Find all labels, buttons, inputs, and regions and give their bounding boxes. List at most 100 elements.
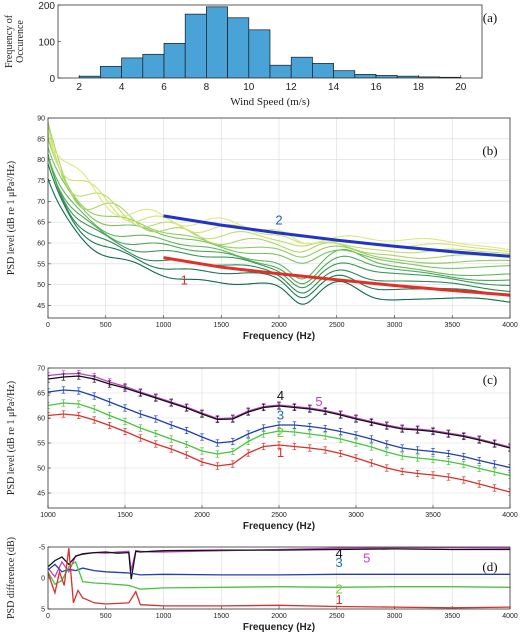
x-tick-label: 10 <box>243 82 255 93</box>
y-tick-label: 70 <box>37 366 45 373</box>
histogram-bar <box>333 70 356 78</box>
series-label-2: 2 <box>335 582 342 597</box>
series-label-1: 1 <box>181 273 188 288</box>
spectrum-line <box>48 155 510 294</box>
panel-label: (a) <box>483 10 497 25</box>
x-axis-label: Frequency (Hz) <box>243 331 315 342</box>
axes-frame <box>57 4 483 79</box>
y-tick-label: -5 <box>39 545 45 552</box>
y-tick-label: 85 <box>37 136 45 143</box>
x-tick-label: 3000 <box>387 613 403 620</box>
panel-label: (c) <box>483 372 497 387</box>
panel-label: (b) <box>482 143 497 158</box>
series-label-2: 2 <box>275 212 282 227</box>
y-tick-label: 5 <box>41 607 45 614</box>
series-label-3: 3 <box>277 408 284 423</box>
spectrum-line <box>48 155 510 280</box>
y-tick-label: 65 <box>37 391 45 398</box>
histogram-bar <box>163 42 186 78</box>
x-tick-label: 6 <box>161 82 167 93</box>
x-tick-label: 1000 <box>156 322 172 329</box>
spectrum-line <box>48 155 510 285</box>
x-tick-label: 0 <box>46 613 50 620</box>
histogram-bar <box>184 13 207 78</box>
series-line-1 <box>163 256 510 297</box>
spectrum-line <box>48 131 510 253</box>
x-tick-label: 1500 <box>213 322 229 329</box>
spectrum-line <box>48 122 510 259</box>
x-tick-label: 14 <box>328 82 340 93</box>
histogram-bar <box>142 53 165 78</box>
histogram-bar <box>290 56 313 78</box>
histogram-bar <box>206 6 228 78</box>
x-tick-label: 2000 <box>271 322 287 329</box>
panel-c: 1000 1500 2000 2500 3000 3500 4000455055606570… <box>6 366 518 533</box>
y-tick-label: 65 <box>37 220 45 227</box>
y-tick-label: 75 <box>37 178 45 185</box>
axes-frame <box>47 367 511 509</box>
y-tick-label: 200 <box>38 1 55 12</box>
spectrum-line <box>48 133 510 251</box>
x-tick-label: 2500 <box>329 322 345 329</box>
x-tick-label: 4 <box>119 82 125 93</box>
x-tick-label: 4000 <box>502 322 518 329</box>
series-label-2: 2 <box>277 425 284 440</box>
plot-area <box>78 6 462 78</box>
y-axis-label: PSD level (dB re 1 μPa²/Hz) <box>6 381 17 495</box>
series-line-4 <box>48 548 510 580</box>
x-tick-label: 1500 <box>213 613 229 620</box>
x-tick-label: 3500 <box>425 512 441 519</box>
x-tick-label: 2 <box>76 82 82 93</box>
y-tick-label: 0 <box>41 576 45 583</box>
x-tick-label: 500 <box>100 613 112 620</box>
x-tick-label: 2500 <box>271 512 287 519</box>
x-tick-label: 0 <box>46 322 50 329</box>
plot-area <box>48 547 510 609</box>
histogram-bar <box>248 29 271 78</box>
y-tick-label: 60 <box>37 241 45 248</box>
x-tick-label: 1500 <box>117 512 133 519</box>
series-line-2 <box>163 214 510 258</box>
series-label-1: 1 <box>277 445 284 460</box>
axes-frame <box>47 117 511 319</box>
series-label-4: 4 <box>335 546 342 561</box>
histogram-bar <box>312 63 334 78</box>
histogram-bar <box>269 64 292 78</box>
x-tick-label: 12 <box>286 82 298 93</box>
x-tick-label: 3000 <box>348 512 364 519</box>
x-tick-label: 16 <box>370 82 382 93</box>
series-label-3: 3 <box>335 555 342 570</box>
y-tick-label: 50 <box>37 466 45 473</box>
y-tick-label: 70 <box>37 199 45 206</box>
series-label-1: 1 <box>335 592 342 607</box>
spectrum-line <box>48 147 510 269</box>
series-label-4: 4 <box>277 388 284 403</box>
x-tick-label: 18 <box>413 82 425 93</box>
histogram-bar <box>121 57 144 78</box>
spectrum-line <box>48 178 510 305</box>
x-tick-label: 2500 <box>329 613 345 620</box>
x-tick-label: 20 <box>455 82 467 93</box>
x-tick-label: 8 <box>204 82 210 93</box>
y-tick-label: 80 <box>37 157 45 164</box>
y-axis-label: Frequency of <box>4 14 15 68</box>
x-tick-label: 2000 <box>271 613 287 620</box>
x-tick-label: 3500 <box>444 322 460 329</box>
series-label-5: 5 <box>363 551 370 566</box>
plot-area <box>48 369 510 496</box>
y-axis-label: PSD difference (dB) <box>6 537 17 619</box>
y-tick-label: 0 <box>49 74 55 85</box>
x-tick-label: 1000 <box>40 512 56 519</box>
series-line-5 <box>48 547 510 579</box>
spectrum-line <box>48 153 510 289</box>
x-tick-label: 500 <box>100 322 112 329</box>
x-axis-label: Frequency (Hz) <box>243 521 315 532</box>
x-tick-label: 2000 <box>194 512 210 519</box>
y-tick-label: 45 <box>37 491 45 498</box>
y-tick-label: 100 <box>38 38 55 49</box>
spectrum-line <box>48 138 510 264</box>
x-tick-label: 3500 <box>444 613 460 620</box>
x-axis-label: Wind Speed (m/s) <box>230 96 310 108</box>
